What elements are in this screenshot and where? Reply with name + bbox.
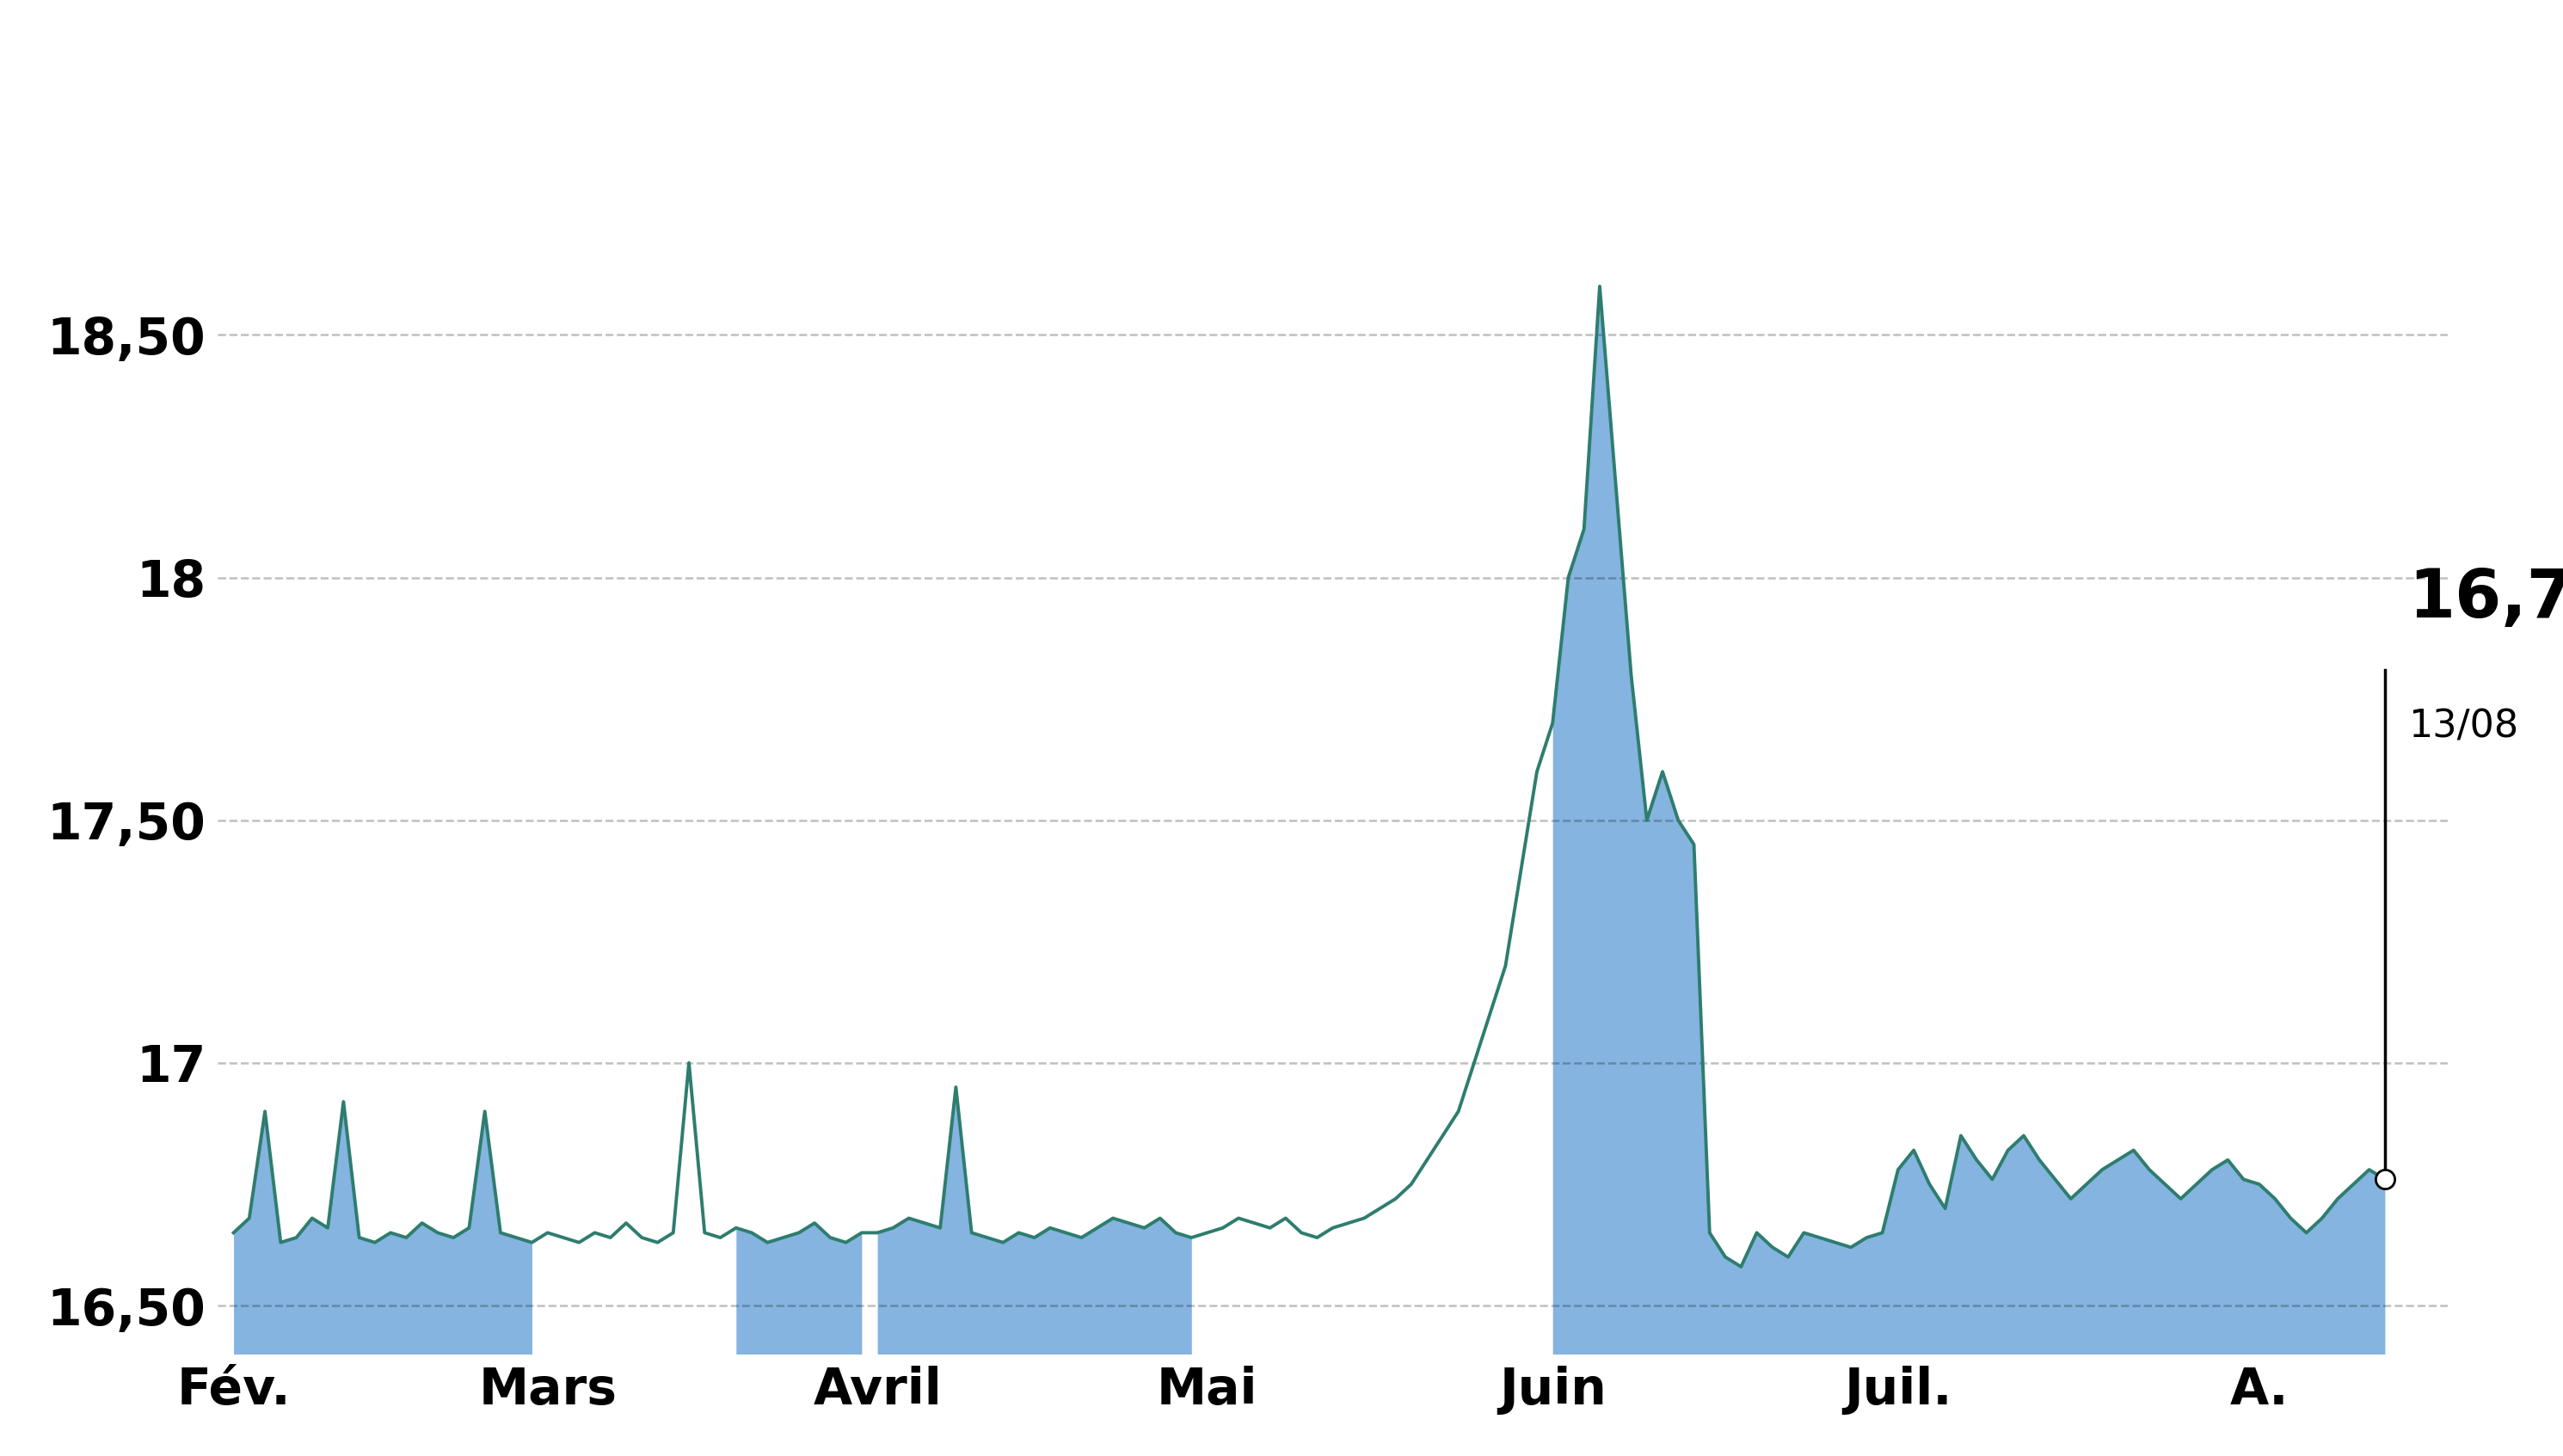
Text: 16,76: 16,76 xyxy=(2409,565,2563,630)
Text: 13/08: 13/08 xyxy=(2409,709,2519,745)
Text: Hamburger Hafen und Logistik AG: Hamburger Hafen und Logistik AG xyxy=(497,44,2066,124)
